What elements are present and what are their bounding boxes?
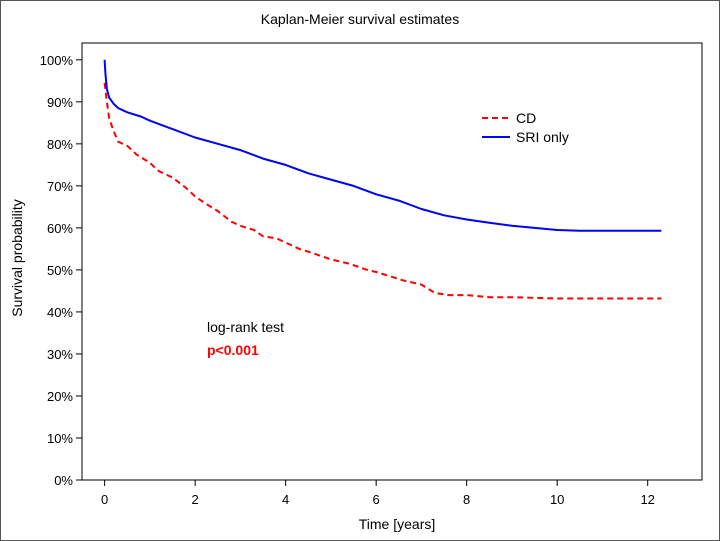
plot-area	[81, 42, 703, 481]
legend-label: CD	[516, 110, 536, 126]
y-tick-label: 40%	[47, 305, 73, 320]
series-line-cd	[103, 82, 662, 300]
y-tick-label: 60%	[47, 221, 73, 236]
y-tick-label: 30%	[47, 347, 73, 362]
x-tick-label: 10	[550, 492, 564, 507]
y-tick-label: 50%	[47, 263, 73, 278]
legend-label: SRI only	[516, 129, 569, 145]
x-tick-label: 8	[463, 492, 470, 507]
annotation-test-label: log-rank test	[207, 319, 284, 335]
y-axis-label: Survival probability	[9, 199, 25, 317]
y-tick-label: 90%	[47, 95, 73, 110]
y-tick-label: 70%	[47, 179, 73, 194]
x-tick-label: 0	[101, 492, 108, 507]
x-axis: 0 2 4 6 8 10 12	[101, 480, 655, 507]
y-tick-label: 100%	[40, 53, 74, 68]
series-line-sri-only	[103, 59, 662, 232]
chart-title: Kaplan-Meier survival estimates	[261, 11, 459, 27]
x-axis-label: Time [years]	[359, 516, 436, 532]
y-axis: 0% 10% 20% 30% 40% 50% 60% 70% 80% 90% 100%	[40, 53, 82, 488]
y-tick-label: 80%	[47, 137, 73, 152]
y-tick-label: 10%	[47, 431, 73, 446]
y-tick-label: 20%	[47, 389, 73, 404]
x-tick-label: 2	[192, 492, 199, 507]
x-tick-label: 4	[282, 492, 289, 507]
x-tick-label: 12	[640, 492, 654, 507]
y-tick-label: 0%	[54, 473, 73, 488]
annotation-p-value: p<0.001	[207, 342, 259, 358]
x-tick-label: 6	[373, 492, 380, 507]
series-layer	[103, 59, 662, 300]
legend: CD SRI only	[482, 110, 569, 145]
